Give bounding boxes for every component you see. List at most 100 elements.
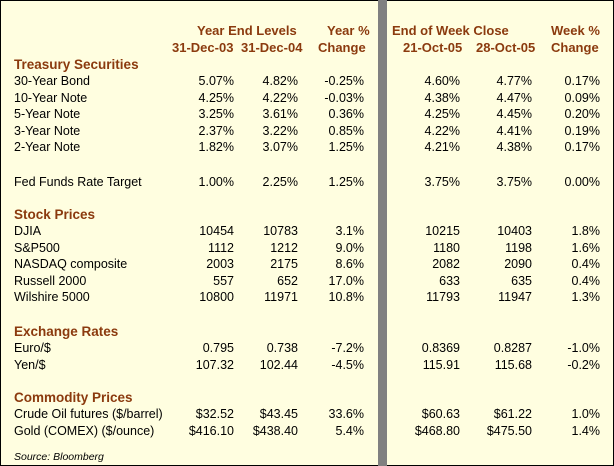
source-note: Source: Bloomberg: [14, 451, 104, 463]
value-w2: 4.41%: [496, 123, 532, 138]
value-yc: 9.0%: [335, 240, 365, 255]
value-v2: 3.61%: [262, 107, 298, 122]
value-v2: $438.40: [252, 423, 298, 438]
value-wc: 1.4%: [571, 423, 601, 438]
value-v2: 2175: [270, 257, 298, 272]
value-w1: 4.21%: [424, 140, 460, 155]
section-title: Commodity Prices: [14, 390, 133, 405]
value-w2: $475.50: [486, 423, 532, 438]
value-yc: 1.25%: [328, 140, 364, 155]
value-w2: 635: [511, 273, 532, 288]
value-v1: 4.25%: [198, 90, 234, 105]
value-v2: 0.738: [266, 341, 298, 355]
value-wc: -0.2%: [567, 357, 600, 372]
value-w2: 0.8287: [493, 341, 532, 355]
row-label: 30-Year Bond: [14, 74, 90, 88]
value-wc: 0.4%: [571, 257, 601, 272]
week-change-heading-2: Change: [551, 40, 599, 55]
value-v1: 2.37%: [198, 123, 234, 138]
year-change-heading-2: Change: [318, 40, 366, 55]
row-label: Russell 2000: [14, 273, 87, 288]
value-wc: 1.6%: [571, 240, 601, 255]
value-yc: 10.8%: [328, 290, 364, 305]
value-yc: 0.85%: [328, 123, 364, 138]
end-of-week-close-heading: End of Week Close: [392, 23, 509, 38]
value-wc: 0.17%: [564, 74, 600, 88]
row-label: S&P500: [14, 240, 60, 255]
section-title: Treasury Securities: [14, 57, 139, 72]
value-wc: 1.8%: [571, 224, 601, 238]
value-wc: 1.3%: [571, 290, 601, 305]
year-change-heading-1: Year %: [327, 23, 370, 38]
value-w2: 2090: [504, 257, 532, 272]
value-w1: $468.80: [414, 423, 460, 438]
row-label: Euro/$: [14, 341, 51, 355]
year-end-levels-heading: Year End Levels: [197, 23, 297, 38]
week-change-heading-1: Week %: [551, 23, 600, 38]
value-w2: 4.45%: [496, 107, 532, 122]
row-label: Gold (COMEX) ($/ounce): [14, 423, 155, 438]
value-v1: 0.795: [202, 341, 234, 355]
value-w1: 115.91: [422, 357, 460, 372]
value-w1: 3.75%: [424, 175, 460, 189]
value-wc: 0.4%: [571, 273, 601, 288]
value-yc: 0.36%: [328, 107, 364, 122]
value-v1: 10800: [199, 290, 234, 305]
value-v2: 10783: [263, 224, 298, 238]
value-v2: 4.22%: [262, 90, 298, 105]
value-w2: 11947: [498, 290, 532, 305]
row-label: Wilshire 5000: [14, 290, 90, 305]
value-w2: 10403: [497, 224, 532, 238]
value-w1: 4.60%: [424, 74, 460, 88]
value-w2: $61.22: [493, 407, 532, 421]
year-end-date-1: 31-Dec-03: [172, 40, 234, 55]
value-v1: $416.10: [188, 423, 234, 438]
value-yc: -0.25%: [324, 74, 364, 88]
value-w2: 4.47%: [496, 90, 532, 105]
section-title: Exchange Rates: [14, 324, 119, 339]
value-w1: 4.25%: [424, 107, 460, 122]
value-v1: 5.07%: [198, 74, 234, 88]
row-label: Fed Funds Rate Target: [14, 175, 142, 189]
value-v1: 3.25%: [198, 107, 234, 122]
value-w1: 11793: [426, 290, 460, 305]
value-w1: 4.22%: [424, 123, 460, 138]
value-wc: 0.00%: [564, 175, 600, 189]
value-wc: 0.19%: [564, 123, 600, 138]
value-v1: 557: [213, 273, 234, 288]
value-w2: 4.38%: [496, 140, 532, 155]
value-v2: $43.45: [259, 407, 298, 421]
row-label: Yen/$: [14, 357, 46, 372]
value-w1: 10215: [425, 224, 460, 238]
value-w1: 1180: [433, 240, 460, 255]
row-label: 5-Year Note: [14, 107, 81, 122]
value-yc: 1.25%: [328, 175, 364, 189]
value-yc: 3.1%: [335, 224, 365, 238]
value-yc: -0.03%: [324, 90, 364, 105]
year-end-date-2: 31-Dec-04: [241, 40, 303, 55]
row-label: 10-Year Note: [14, 90, 88, 105]
column-divider: [378, 0, 387, 466]
value-w2: 1198: [505, 240, 532, 255]
value-yc: 8.6%: [335, 257, 365, 272]
value-v2: 11971: [264, 290, 298, 305]
row-label: 3-Year Note: [14, 123, 81, 138]
value-wc: 0.17%: [564, 140, 600, 155]
row-label: DJIA: [14, 224, 42, 238]
value-yc: -4.5%: [331, 357, 364, 372]
value-w1: 0.8369: [421, 341, 460, 355]
value-w1: 2082: [432, 257, 460, 272]
value-v2: 3.07%: [262, 140, 298, 155]
value-v2: 1212: [270, 240, 298, 255]
value-w1: 633: [439, 273, 460, 288]
value-v2: 4.82%: [262, 74, 298, 88]
week-date-2: 28-Oct-05: [476, 40, 536, 55]
value-w1: $60.63: [421, 407, 460, 421]
value-w2: 3.75%: [496, 175, 532, 189]
value-yc: -7.2%: [331, 341, 364, 355]
value-v2: 102.44: [259, 357, 298, 372]
value-v2: 652: [277, 273, 298, 288]
value-v1: 1.00%: [198, 175, 234, 189]
value-v1: 2003: [206, 257, 234, 272]
